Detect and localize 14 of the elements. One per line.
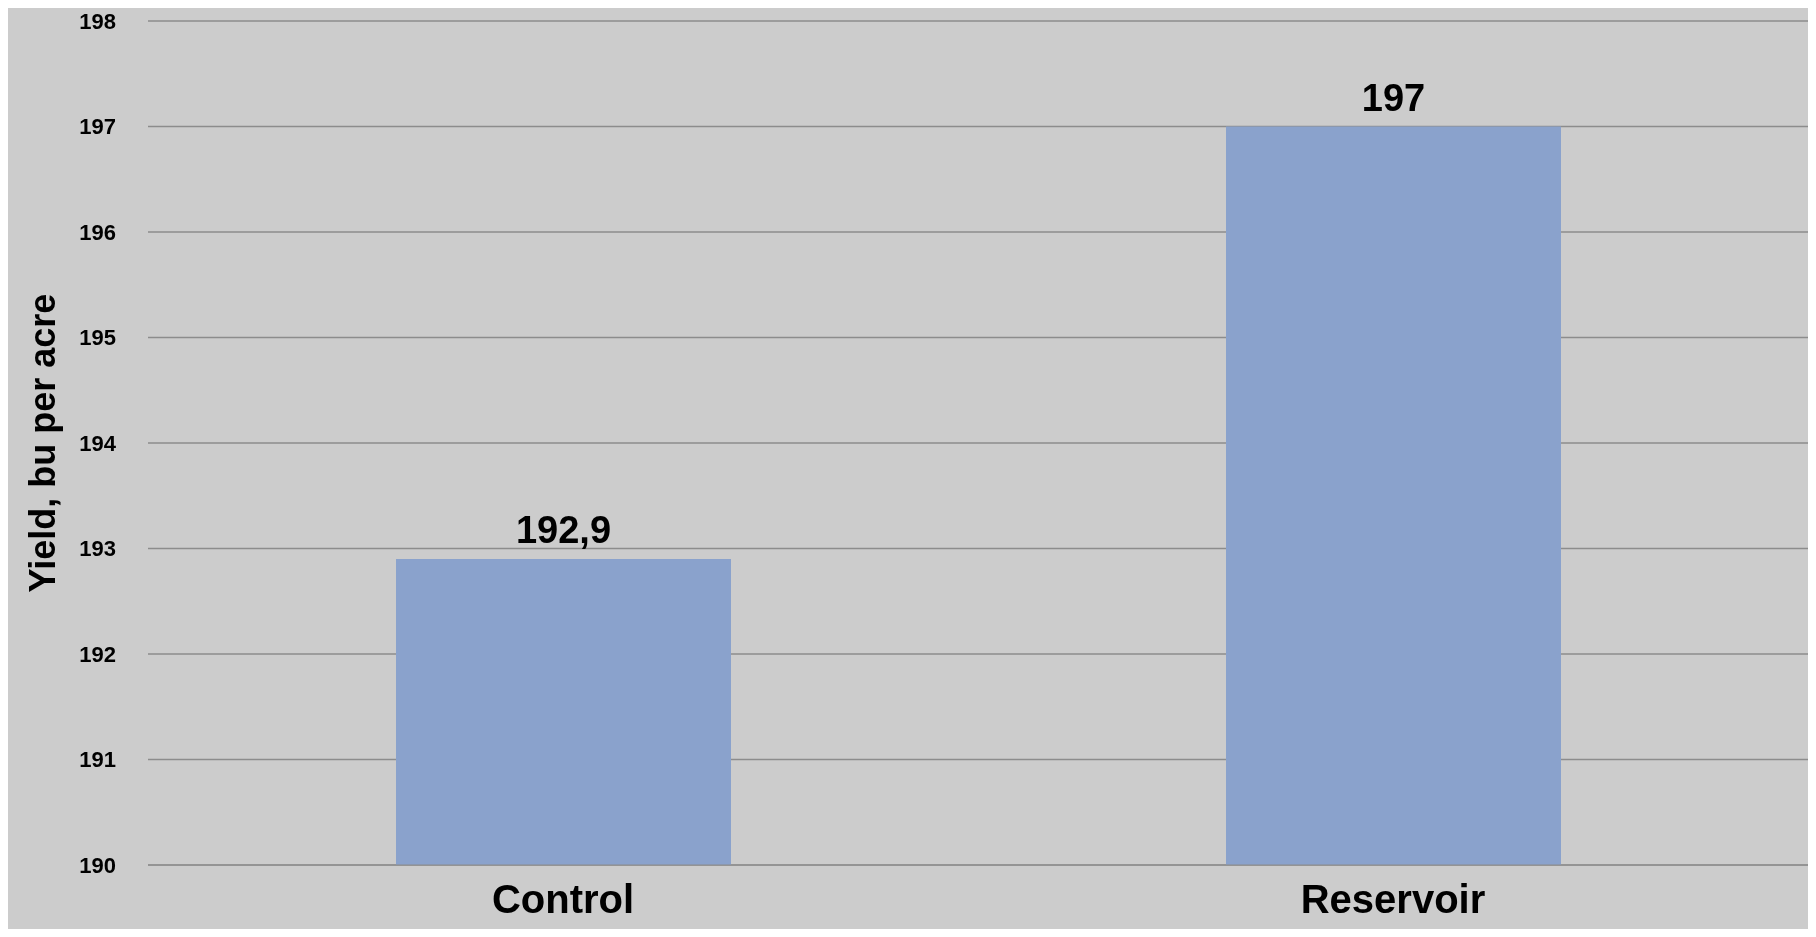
y-tick-label: 191 — [79, 747, 116, 773]
y-tick-label: 194 — [79, 430, 117, 456]
y-tick-label: 195 — [79, 325, 116, 351]
y-tick-label: 197 — [79, 114, 116, 140]
x-tick-label: Control — [491, 877, 635, 922]
y-tick-label: 190 — [79, 852, 116, 878]
y-tick-label: 193 — [79, 536, 116, 562]
x-tick-label: Reservoir — [1300, 877, 1486, 922]
y-tick-label: 196 — [79, 219, 116, 245]
y-tick-label: 198 — [79, 8, 116, 34]
data-label: 197 — [1361, 76, 1426, 119]
data-label: 192,9 — [515, 509, 612, 552]
y-axis-title: Yield, bu per acre — [21, 293, 63, 593]
y-tick-label: 192 — [79, 641, 116, 667]
